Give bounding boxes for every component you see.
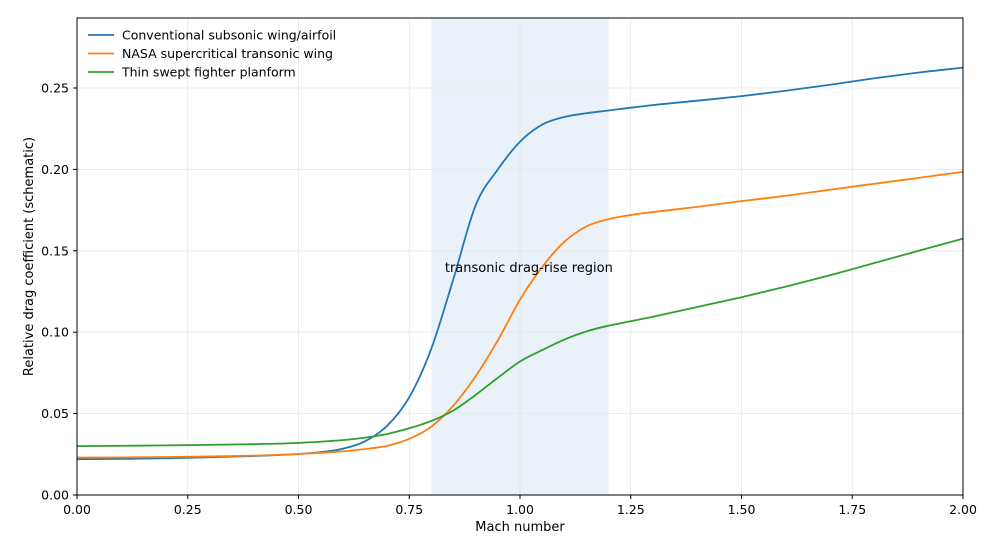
annotation-layer: transonic drag-rise region [445, 261, 613, 276]
x-tick-label: 1.75 [838, 502, 866, 517]
annotation-label: transonic drag-rise region [445, 261, 613, 276]
x-tick-label: 0.00 [63, 502, 91, 517]
legend-label-0: Conventional subsonic wing/airfoil [122, 28, 336, 43]
series-layer [76, 66, 964, 461]
x-tick-label: 0.50 [285, 502, 313, 517]
x-tick-label: 1.00 [506, 502, 534, 517]
legend: Conventional subsonic wing/airfoil NASA s… [88, 28, 336, 80]
series-line-1 [76, 170, 964, 459]
y-tick-label: 0.00 [41, 488, 69, 503]
x-tick-label: 0.25 [174, 502, 202, 517]
x-axis-label: Mach number [475, 520, 565, 535]
y-tick-label: 0.15 [41, 243, 69, 258]
y-tick-label: 0.10 [41, 325, 69, 340]
y-tick-label: 0.05 [41, 406, 69, 421]
x-tick-label: 1.50 [728, 502, 756, 517]
x-tick-label: 2.00 [949, 502, 977, 517]
series-line-2 [76, 237, 964, 448]
ticks-layer: 0.00 0.25 0.50 0.75 1.00 1.25 1.50 1.75 2.00 0.00… [41, 81, 977, 517]
legend-label-2: Thin swept fighter planform [121, 65, 296, 80]
y-tick-label: 0.25 [41, 81, 69, 96]
y-tick-label: 0.20 [41, 162, 69, 177]
grid-layer [76, 18, 964, 496]
y-axis-label: Relative drag coefficient (schematic) [22, 137, 37, 376]
x-tick-label: 0.75 [395, 502, 423, 517]
legend-label-1: NASA supercritical transonic wing [122, 46, 333, 61]
x-tick-label: 1.25 [617, 502, 645, 517]
